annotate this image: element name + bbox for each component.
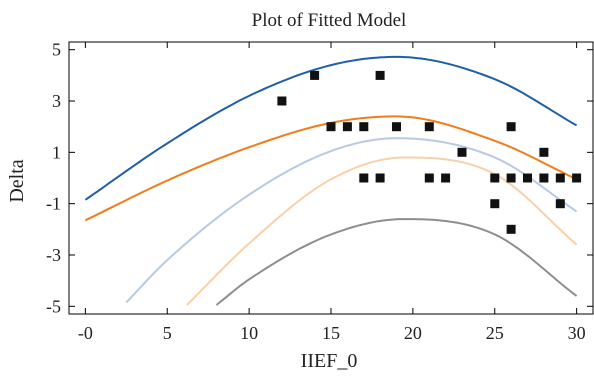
chart-title: Plot of Fitted Model <box>252 10 407 31</box>
y-axis-title: Delta <box>6 159 28 202</box>
data-point <box>506 173 516 183</box>
y-tick-label: -1 <box>46 194 61 214</box>
x-tick-label: 25 <box>486 323 504 343</box>
x-tick-label: 10 <box>240 323 258 343</box>
data-point <box>572 173 582 183</box>
x-tick-label: 30 <box>568 323 586 343</box>
x-axis-title: IIEF_0 <box>301 350 358 372</box>
fitted-curve-5 <box>215 218 578 306</box>
y-tick-label: 1 <box>52 142 61 162</box>
y-tick-label: -3 <box>46 245 61 265</box>
data-point <box>424 173 434 183</box>
data-point <box>539 173 549 183</box>
data-point <box>310 70 320 80</box>
x-tick-label: -0 <box>78 323 93 343</box>
y-tick-label: 5 <box>52 40 61 60</box>
data-point <box>392 122 401 132</box>
data-point <box>539 147 549 157</box>
data-point <box>342 122 352 132</box>
x-axis-ticks: -0 5 10 15 20 25 30 <box>78 42 586 343</box>
y-axis-ticks: 5 3 1 -1 -3 -5 <box>46 40 593 316</box>
data-point <box>359 173 369 183</box>
x-tick-label: 15 <box>322 323 340 343</box>
fitted-curve-4 <box>186 156 578 306</box>
fitted-curve-2 <box>84 115 578 222</box>
fitted-curve-1 <box>84 55 578 201</box>
data-point <box>326 122 336 132</box>
data-point <box>506 224 516 234</box>
data-point <box>441 173 451 183</box>
data-point <box>359 122 369 132</box>
data-point <box>506 122 516 132</box>
data-point <box>277 96 287 106</box>
data-point <box>375 70 385 80</box>
data-point <box>555 173 565 183</box>
y-tick-label: -5 <box>46 296 61 316</box>
fitted-curve-3 <box>125 137 578 304</box>
data-point <box>490 199 500 209</box>
x-tick-label: 5 <box>163 323 172 343</box>
data-point <box>424 122 434 132</box>
data-point <box>490 173 500 183</box>
data-point <box>375 173 385 183</box>
data-points <box>277 70 582 234</box>
x-tick-label: 20 <box>404 323 422 343</box>
data-point <box>523 173 532 183</box>
data-point <box>555 199 565 209</box>
fitted-curves <box>84 55 578 306</box>
data-point <box>457 147 467 157</box>
y-tick-label: 3 <box>52 91 61 111</box>
